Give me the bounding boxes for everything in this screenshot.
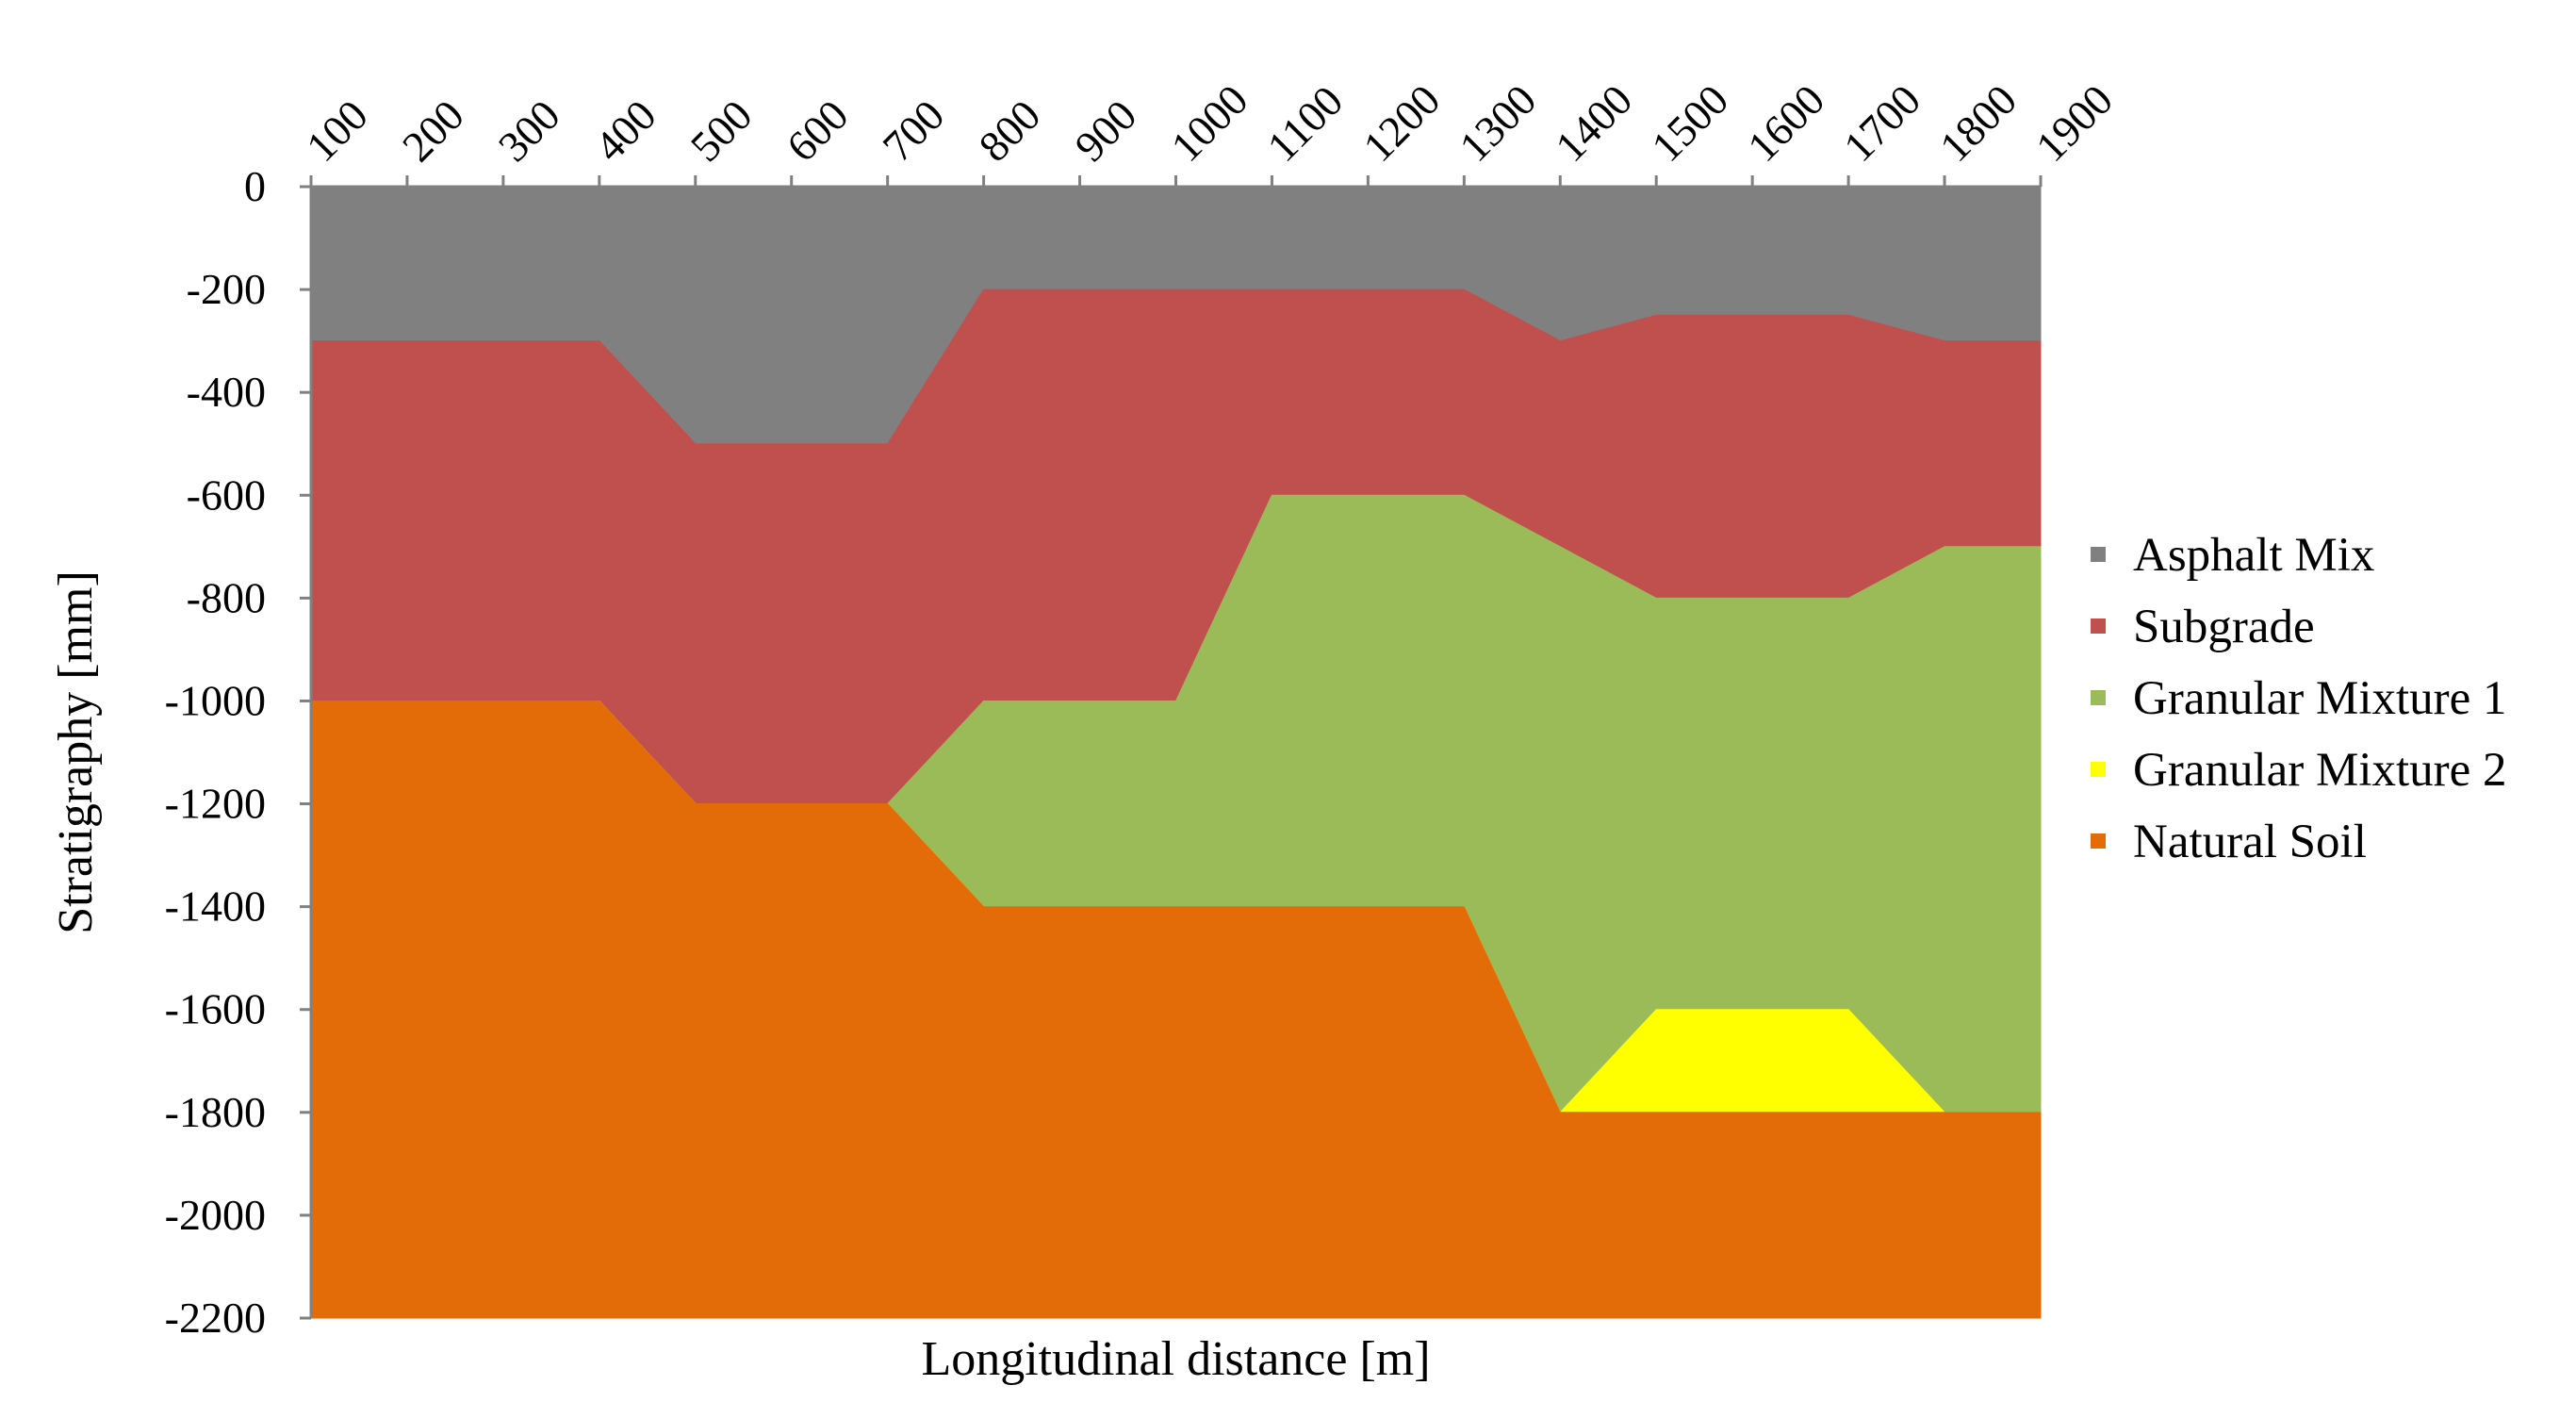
legend-swatch-natural-soil bbox=[2091, 833, 2106, 849]
legend-label-subgrade: Subgrade bbox=[2133, 601, 2315, 653]
x-tick-label: 1700 bbox=[1834, 75, 1929, 171]
x-tick-label: 400 bbox=[585, 91, 665, 171]
x-tick-label: 300 bbox=[489, 91, 569, 171]
y-tick-label: -200 bbox=[187, 265, 266, 313]
y-tick-label: -400 bbox=[187, 368, 266, 416]
legend-swatch-asphalt-mix bbox=[2091, 547, 2106, 562]
y-tick-label: -1800 bbox=[165, 1088, 266, 1136]
legend-swatch-granular-mixture-2 bbox=[2091, 762, 2106, 777]
x-tick-label: 1200 bbox=[1354, 75, 1449, 171]
x-tick-label: 600 bbox=[778, 91, 858, 171]
y-tick-label: -1200 bbox=[165, 780, 266, 828]
legend-label-natural-soil: Natural Soil bbox=[2133, 816, 2367, 868]
legend-label-granular-mixture-2: Granular Mixture 2 bbox=[2133, 744, 2507, 797]
x-tick-label: 1300 bbox=[1450, 75, 1545, 171]
area-natural-soil bbox=[310, 701, 2042, 1319]
y-tick-label: -600 bbox=[187, 470, 266, 519]
x-tick-label: 800 bbox=[970, 91, 1050, 171]
legend-label-granular-mixture-1: Granular Mixture 1 bbox=[2133, 672, 2507, 725]
x-axis-title: Longitudinal distance [m] bbox=[921, 1332, 1430, 1386]
x-tick-label: 1800 bbox=[1930, 75, 2026, 171]
y-tick-label: -2200 bbox=[165, 1294, 266, 1342]
x-tick-label: 1900 bbox=[2026, 75, 2122, 171]
y-tick-label: -2000 bbox=[165, 1191, 266, 1239]
x-tick-label: 1400 bbox=[1546, 75, 1641, 171]
y-tick-label: 0 bbox=[244, 162, 266, 210]
x-tick-label: 700 bbox=[874, 91, 954, 171]
x-tick-label: 100 bbox=[297, 91, 377, 171]
x-axis-ticks: 100 200 300 400 500 600 700 800 900 1000 1100 1200 1… bbox=[297, 75, 2122, 187]
y-axis-ticks: 0 -200 -400 -600 -800 -1000 -1200 -1400 -1600 -18… bbox=[165, 162, 311, 1342]
y-axis-title: Stratigraphy [mm] bbox=[49, 570, 103, 934]
x-tick-label: 1000 bbox=[1162, 75, 1257, 171]
x-tick-label: 1600 bbox=[1738, 75, 1833, 171]
legend-swatch-granular-mixture-1 bbox=[2091, 690, 2106, 705]
x-tick-label: 1500 bbox=[1642, 75, 1737, 171]
y-tick-label: -800 bbox=[187, 573, 266, 621]
x-tick-label: 200 bbox=[393, 91, 473, 171]
x-tick-label: 900 bbox=[1066, 91, 1146, 171]
legend-label-asphalt-mix: Asphalt Mix bbox=[2133, 529, 2374, 582]
x-tick-label: 1100 bbox=[1257, 76, 1352, 171]
x-tick-label: 500 bbox=[681, 91, 762, 171]
y-tick-label: -1600 bbox=[165, 985, 266, 1033]
layer-areas bbox=[310, 186, 2042, 1319]
y-tick-label: -1400 bbox=[165, 882, 266, 931]
legend: Asphalt Mix Subgrade Granular Mixture 1 Gra… bbox=[2091, 529, 2507, 868]
legend-swatch-subgrade bbox=[2091, 619, 2106, 634]
y-tick-label: -1000 bbox=[165, 676, 266, 724]
